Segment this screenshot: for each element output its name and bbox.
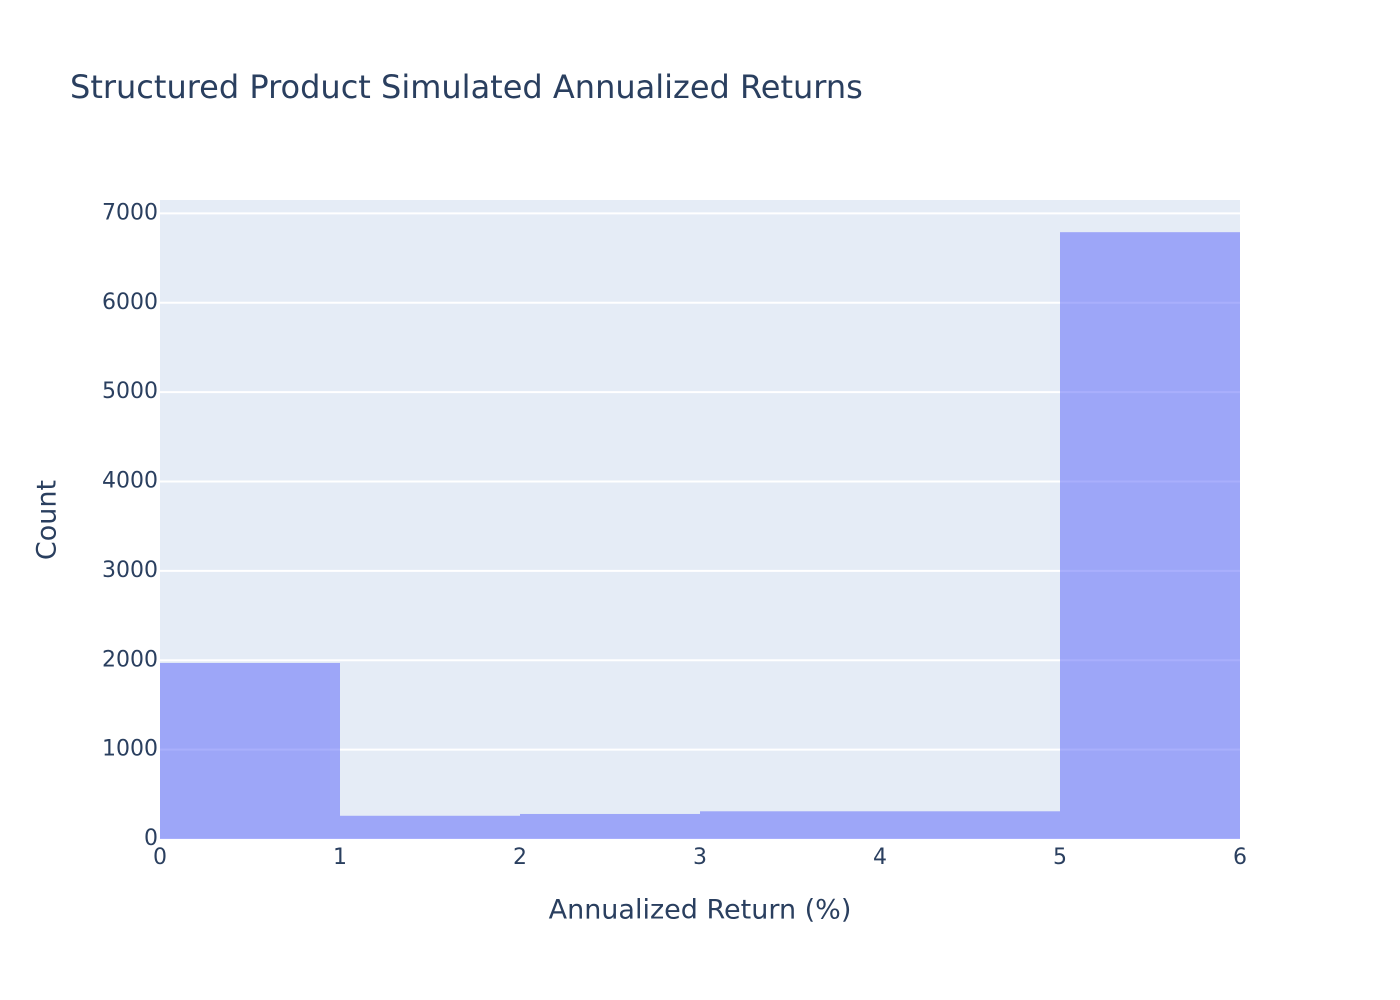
bar xyxy=(1060,232,1240,839)
bar xyxy=(880,811,1060,839)
x-tick-label: 2 xyxy=(513,845,527,870)
x-axis-label: Annualized Return (%) xyxy=(549,895,852,926)
x-tick-label: 4 xyxy=(873,845,887,870)
y-tick-label: 0 xyxy=(144,826,158,851)
bar xyxy=(160,662,340,839)
bar xyxy=(340,815,520,839)
y-tick-label: 3000 xyxy=(102,558,158,583)
y-tick-label: 2000 xyxy=(102,647,158,672)
y-tick-label: 7000 xyxy=(102,200,158,225)
y-tick-label: 1000 xyxy=(102,737,158,762)
bar xyxy=(520,813,700,839)
x-tick-label: 0 xyxy=(153,845,167,870)
chart-title: Structured Product Simulated Annualized … xyxy=(70,68,863,106)
x-tick-label: 1 xyxy=(333,845,347,870)
bar xyxy=(700,811,880,839)
x-tick-label: 3 xyxy=(693,845,707,870)
x-tick-label: 5 xyxy=(1053,845,1067,870)
y-tick-label: 6000 xyxy=(102,290,158,315)
y-tick-label: 5000 xyxy=(102,379,158,404)
y-axis-label: Count xyxy=(32,480,63,560)
y-tick-label: 4000 xyxy=(102,469,158,494)
x-tick-label: 6 xyxy=(1233,845,1247,870)
